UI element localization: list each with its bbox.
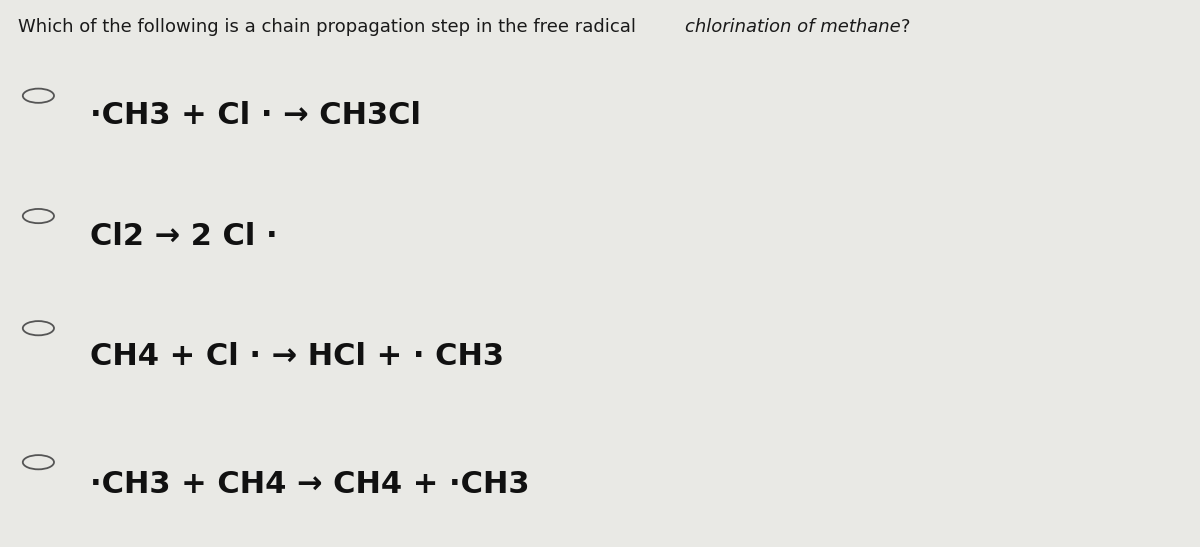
Text: Which of the following is a chain propagation step in the free radical: Which of the following is a chain propag… bbox=[18, 18, 642, 36]
Text: ·CH3 + Cl · → CH3Cl: ·CH3 + Cl · → CH3Cl bbox=[90, 101, 421, 130]
Text: ?: ? bbox=[900, 18, 910, 36]
Text: chlorination of methane: chlorination of methane bbox=[685, 18, 900, 36]
Text: CH4 + Cl · → HCl + · CH3: CH4 + Cl · → HCl + · CH3 bbox=[90, 342, 504, 371]
Text: Cl2 → 2 Cl ·: Cl2 → 2 Cl · bbox=[90, 222, 277, 251]
Text: ·CH3 + CH4 → CH4 + ·CH3: ·CH3 + CH4 → CH4 + ·CH3 bbox=[90, 470, 529, 499]
